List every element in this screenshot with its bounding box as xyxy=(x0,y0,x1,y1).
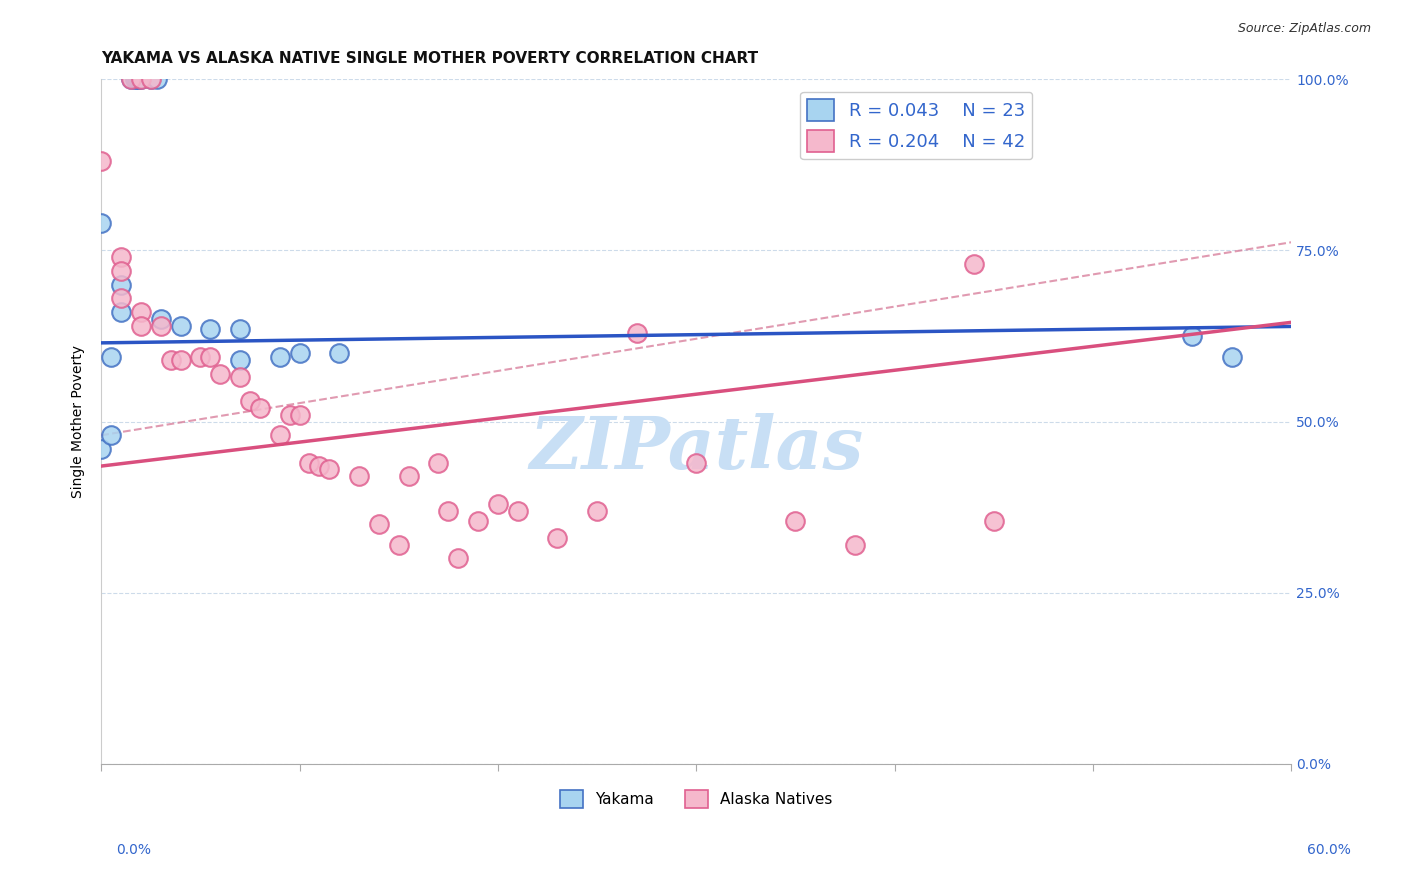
Point xyxy=(229,322,252,336)
Point xyxy=(110,264,132,278)
Point xyxy=(546,531,568,545)
Point xyxy=(124,72,146,87)
Point xyxy=(100,428,122,442)
Point xyxy=(437,503,460,517)
Point xyxy=(120,72,142,87)
Text: Source: ZipAtlas.com: Source: ZipAtlas.com xyxy=(1237,22,1371,36)
Point xyxy=(298,456,321,470)
Point xyxy=(129,305,152,319)
Point xyxy=(129,72,152,87)
Point xyxy=(90,216,112,230)
Point xyxy=(467,514,489,528)
Point xyxy=(149,312,172,326)
Point xyxy=(90,154,112,169)
Point xyxy=(139,72,162,87)
Point xyxy=(844,538,866,552)
Point xyxy=(586,503,609,517)
Point xyxy=(447,551,470,566)
Legend: Yakama, Alaska Natives: Yakama, Alaska Natives xyxy=(554,783,838,814)
Point xyxy=(229,353,252,368)
Point xyxy=(278,408,301,422)
Point xyxy=(427,456,450,470)
Y-axis label: Single Mother Poverty: Single Mother Poverty xyxy=(72,345,86,498)
Point xyxy=(963,257,986,271)
Point xyxy=(239,394,262,409)
Point xyxy=(145,72,167,87)
Point xyxy=(269,350,291,364)
Point xyxy=(367,517,389,532)
Point xyxy=(398,469,420,483)
Point xyxy=(110,305,132,319)
Point xyxy=(249,401,271,415)
Point xyxy=(328,346,350,360)
Point xyxy=(149,318,172,333)
Point xyxy=(229,370,252,384)
Point xyxy=(100,350,122,364)
Point xyxy=(200,322,222,336)
Point xyxy=(139,72,162,87)
Point xyxy=(190,350,212,364)
Point xyxy=(159,353,181,368)
Point xyxy=(388,538,411,552)
Point xyxy=(129,72,152,87)
Point xyxy=(128,72,150,87)
Point xyxy=(110,277,132,292)
Point xyxy=(1220,350,1243,364)
Point xyxy=(110,250,132,264)
Point xyxy=(308,459,330,474)
Point xyxy=(1181,329,1204,343)
Point xyxy=(347,469,370,483)
Point xyxy=(626,326,648,340)
Point xyxy=(169,318,191,333)
Point xyxy=(169,353,191,368)
Point xyxy=(90,442,112,456)
Point xyxy=(288,408,311,422)
Point xyxy=(269,428,291,442)
Point xyxy=(288,346,311,360)
Point xyxy=(486,497,509,511)
Text: 0.0%: 0.0% xyxy=(117,843,150,857)
Point xyxy=(120,72,142,87)
Point xyxy=(318,462,340,476)
Point xyxy=(129,318,152,333)
Point xyxy=(506,503,529,517)
Point xyxy=(110,292,132,306)
Text: YAKAMA VS ALASKA NATIVE SINGLE MOTHER POVERTY CORRELATION CHART: YAKAMA VS ALASKA NATIVE SINGLE MOTHER PO… xyxy=(101,51,758,66)
Point xyxy=(785,514,807,528)
Point xyxy=(125,72,148,87)
Point xyxy=(209,367,232,381)
Point xyxy=(983,514,1005,528)
Text: ZIPatlas: ZIPatlas xyxy=(529,414,863,484)
Text: 60.0%: 60.0% xyxy=(1306,843,1351,857)
Point xyxy=(685,456,707,470)
Point xyxy=(200,350,222,364)
